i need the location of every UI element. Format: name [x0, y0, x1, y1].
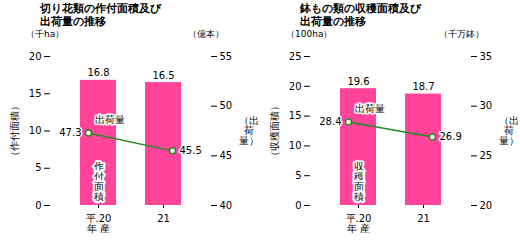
svg-text:平.20年 産: 平.20年 産: [86, 213, 112, 234]
svg-text:20: 20: [289, 81, 302, 92]
svg-text:30: 30: [480, 100, 493, 111]
svg-text:28.4: 28.4: [319, 116, 341, 127]
svg-text:45.5: 45.5: [180, 145, 202, 156]
svg-text:作付面積: 作付面積: [93, 161, 104, 202]
svg-text:20: 20: [29, 51, 42, 62]
svg-text:16.8: 16.8: [87, 67, 109, 78]
svg-text:0: 0: [35, 200, 41, 211]
html-text:（100ha）: （100ha）: [286, 29, 333, 39]
html-text:（億本）: （億本）: [188, 29, 224, 39]
svg-text:40: 40: [220, 200, 233, 211]
svg-text:（作付面積）: （作付面積）: [9, 101, 20, 161]
html-text:（千万鉢）: （千万鉢）: [439, 29, 484, 39]
svg-text:55: 55: [220, 51, 233, 62]
svg-text:10: 10: [289, 140, 302, 151]
svg-text:25: 25: [289, 51, 302, 62]
svg-text:収穫面積: 収穫面積: [354, 161, 364, 202]
svg-text:15: 15: [289, 110, 302, 121]
svg-text:21: 21: [157, 213, 170, 224]
svg-text:10: 10: [29, 125, 42, 136]
svg-text:（収穫面積）: （収穫面積）: [269, 101, 280, 161]
svg-text:25: 25: [480, 150, 493, 161]
svg-text:16.5: 16.5: [152, 70, 174, 81]
svg-text:出荷量: 出荷量: [355, 103, 385, 114]
svg-text:（出荷量）: （出荷量）: [239, 115, 259, 146]
svg-text:26.9: 26.9: [440, 131, 462, 142]
html-text:切り花類の作付面積及び 出荷量の推移: 切り花類の作付面積及び 出荷量の推移: [40, 2, 161, 28]
html-text:鉢もの類の収穫面積及び 出荷量の推移: 鉢もの類の収穫面積及び 出荷量の推移: [300, 2, 421, 28]
svg-text:5: 5: [295, 170, 301, 181]
svg-text:18.7: 18.7: [412, 81, 434, 92]
svg-text:平.20年 産: 平.20年 産: [346, 213, 372, 234]
svg-text:0: 0: [295, 200, 301, 211]
svg-text:15: 15: [29, 88, 42, 99]
svg-text:5: 5: [35, 162, 41, 173]
html-text:（千ha）: （千ha）: [26, 29, 65, 39]
svg-text:47.3: 47.3: [59, 127, 81, 138]
svg-text:21: 21: [417, 213, 430, 224]
svg-text:35: 35: [480, 51, 493, 62]
svg-text:45: 45: [220, 150, 233, 161]
svg-text:19.6: 19.6: [347, 76, 369, 87]
svg-text:20: 20: [480, 200, 493, 211]
svg-text:50: 50: [220, 100, 233, 111]
svg-text:（出荷量）: （出荷量）: [499, 115, 519, 146]
svg-text:出荷量: 出荷量: [95, 114, 125, 125]
